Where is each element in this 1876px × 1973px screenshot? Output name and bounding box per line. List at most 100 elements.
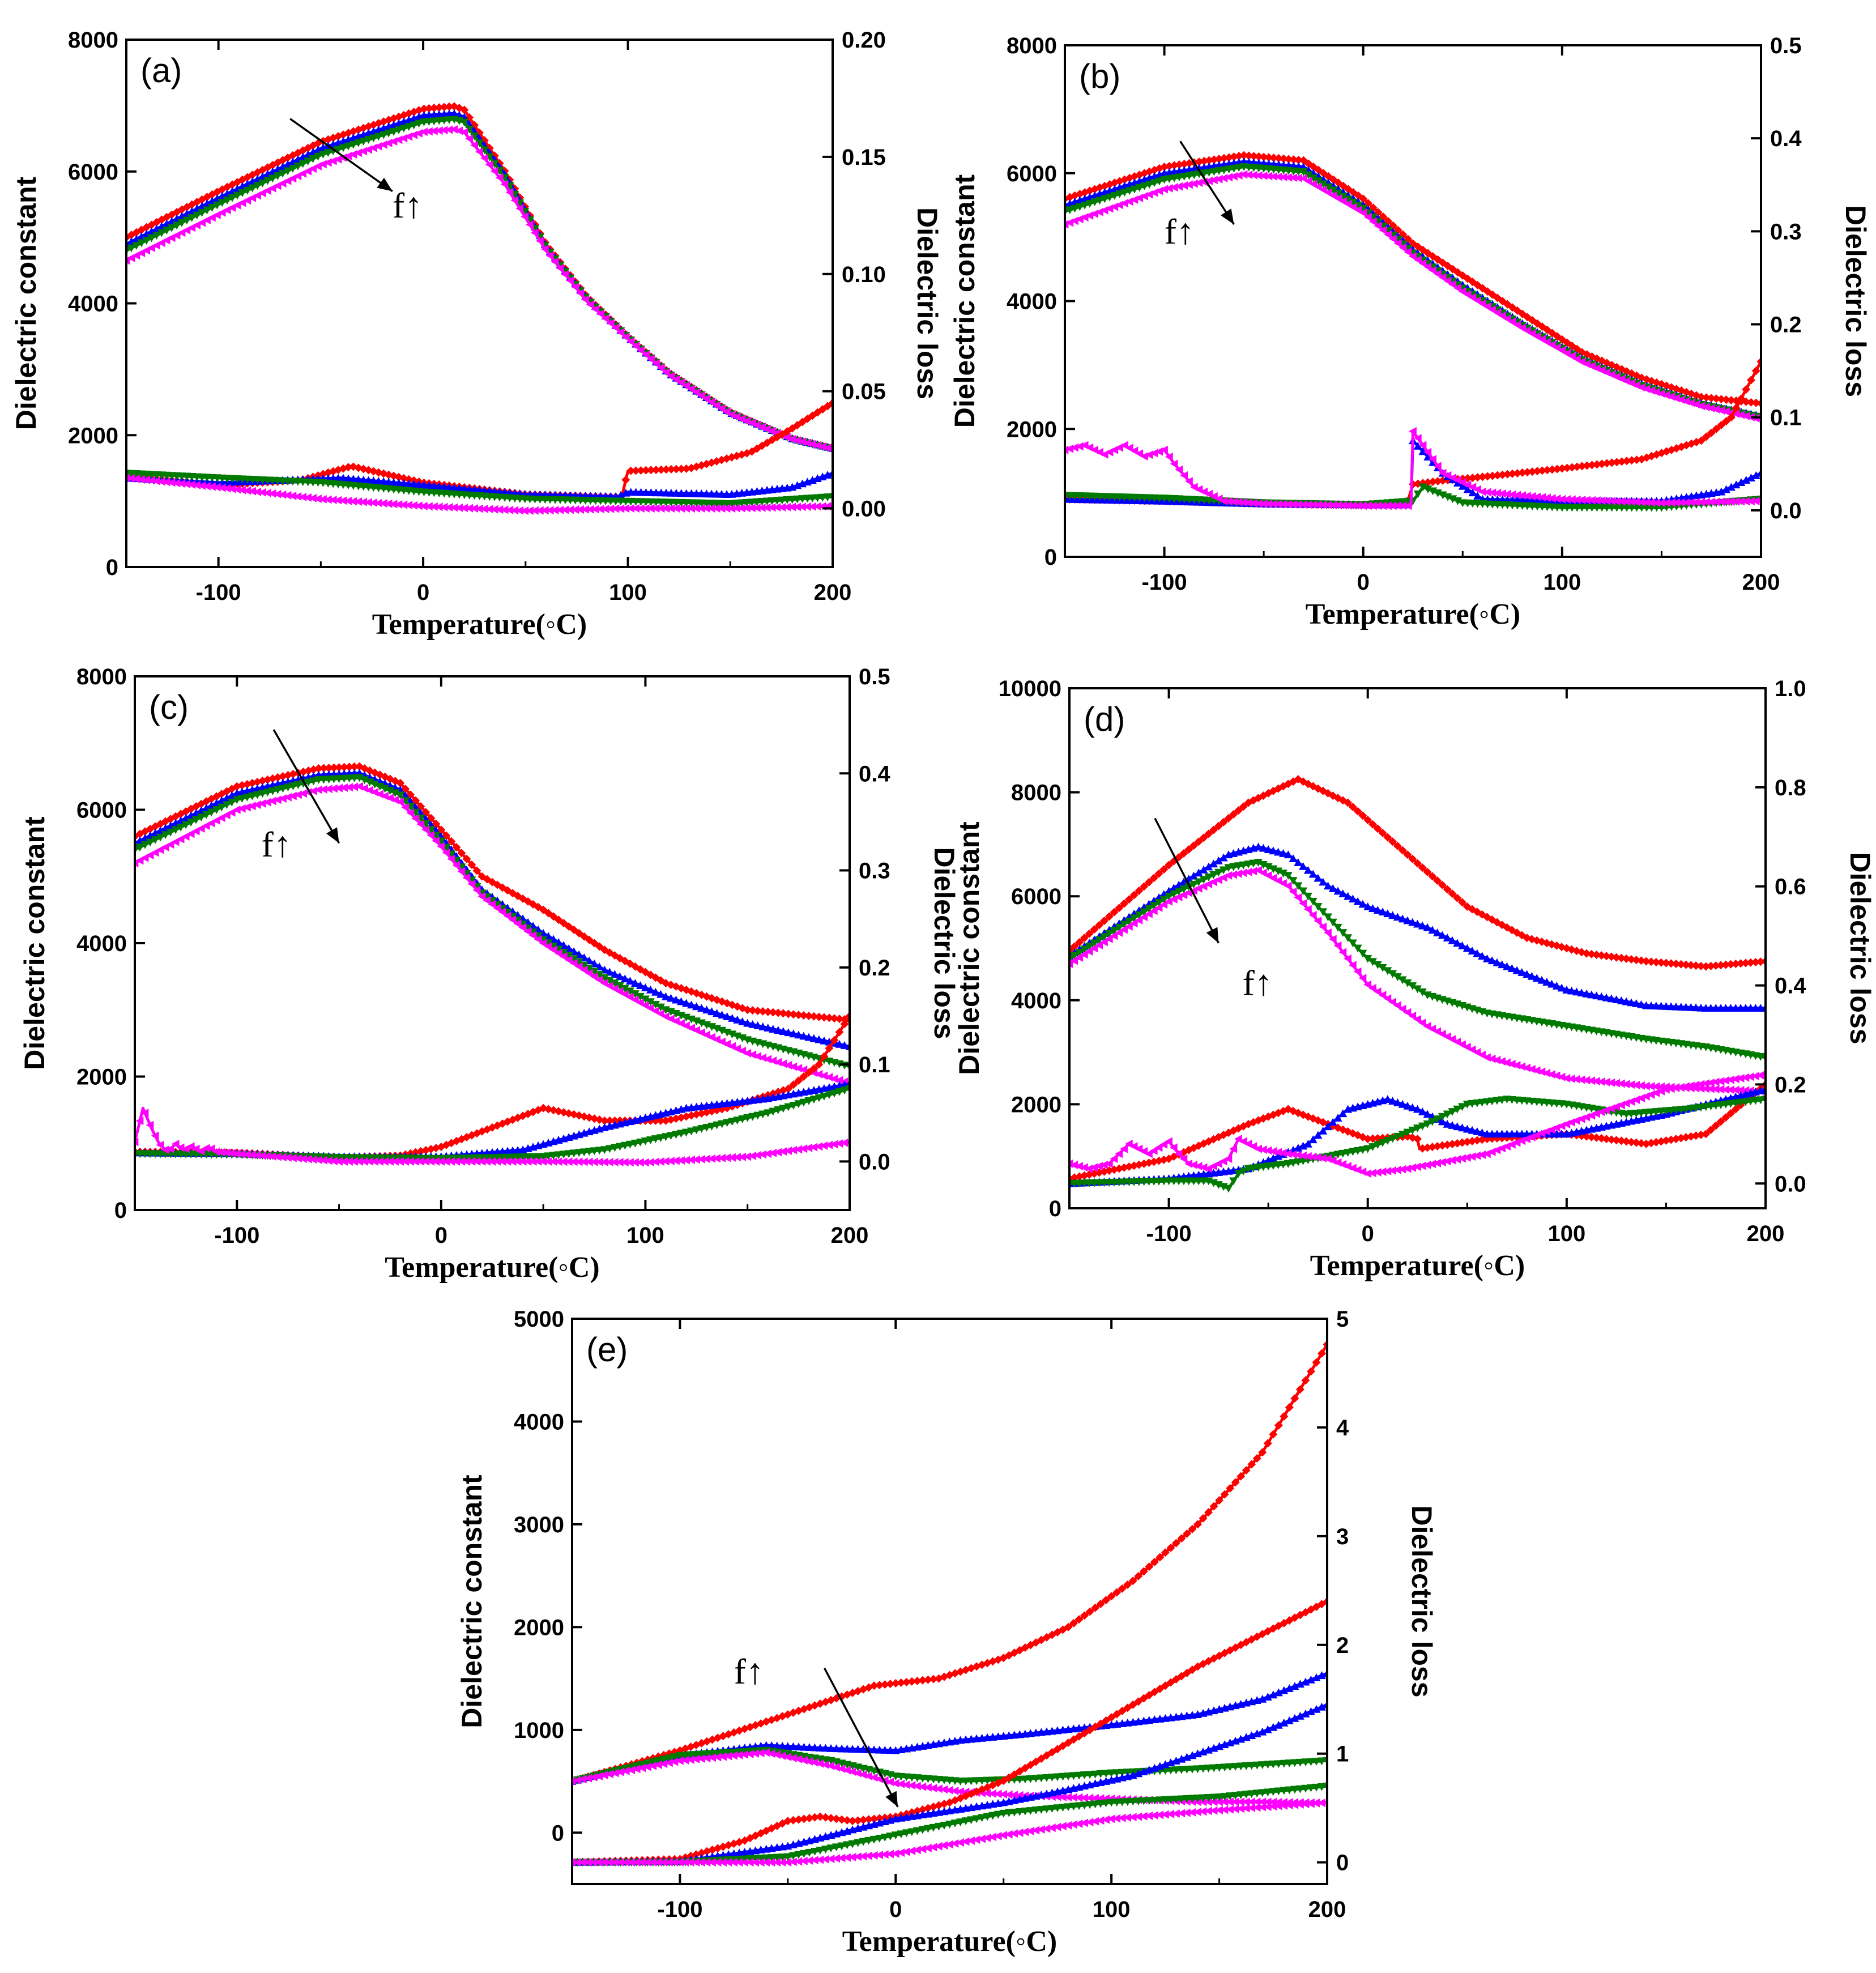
y2-tick-label-e-3: 3 [1336,1524,1349,1549]
y-tick-label-b-4: 8000 [1007,33,1057,58]
chart-panel-c: -100 0 100 200020004000600080000.00.10.20.3… [19,664,960,1284]
annotation-text-b: f↑ [1165,211,1195,252]
annotation-text-c: f↑ [262,824,292,864]
y2-tick-label-c-3: 0.3 [859,859,890,884]
y2-tick-label-c-5: 0.5 [859,664,890,689]
y-tick-label-b-2: 4000 [1007,289,1057,314]
x-tick-label-b-3: 200 [1742,570,1780,595]
series-markers-b-constant-1 [1065,151,1761,408]
x-tick-label-d-0: -100 [1146,1221,1192,1246]
y2-tick-label-d-3: 0.6 [1775,875,1806,900]
y-tick-label-c-1: 2000 [76,1065,127,1090]
series-markers-e-loss-4 [572,1799,1327,1867]
panel-label-c: (c) [149,688,189,726]
y-tick-label-a-4: 8000 [68,28,118,53]
y2-tick-label-e-2: 2 [1336,1633,1349,1658]
series-markers-a-loss-3 [126,470,833,508]
y2-tick-label-c-4: 0.4 [859,761,890,786]
y-tick-label-a-0: 0 [106,555,118,580]
y-axis-title-e: Dielectric constant [456,1475,488,1728]
y2-axis-title-c: Dielectric loss [928,847,960,1039]
y-tick-label-e-3: 3000 [514,1512,564,1537]
series-markers-a-loss-4 [126,474,833,515]
series-b-loss-4 [1065,427,1761,510]
y-tick-label-d-3: 6000 [1011,884,1061,909]
x-tick-label-d-3: 200 [1747,1221,1785,1246]
y2-tick-label-d-1: 0.2 [1775,1072,1806,1097]
y-tick-label-b-1: 2000 [1007,417,1057,442]
y-axis-title-a: Dielectric constant [10,176,42,430]
y2-tick-label-c-0: 0.0 [859,1149,890,1174]
x-tick-label-c-1: 0 [435,1223,447,1248]
series-e-loss-2 [572,1700,1327,1866]
figure-panels: -100 0 100 200020004000600080000.000.050.10… [10,28,1876,1958]
x-tick-label-a-2: 100 [609,580,647,605]
series-e-constant-4 [572,1748,1327,1807]
annotation-arrowhead-b [1221,208,1234,225]
y2-tick-label-c-1: 0.1 [859,1052,890,1077]
y2-axis-title-d: Dielectric loss [1844,852,1876,1044]
series-c-constant-2 [135,769,850,1050]
series-e-loss-1 [572,1597,1327,1867]
y2-tick-label-b-5: 0.5 [1770,33,1802,58]
annotation-text-d: f↑ [1242,963,1272,1003]
y-tick-label-e-0: 0 [552,1821,564,1846]
y-tick-label-a-1: 2000 [68,423,118,448]
x-tick-label-d-2: 100 [1547,1221,1585,1246]
series-e-constant-1 [572,1340,1327,1786]
panel-label-b: (b) [1079,57,1120,95]
y-tick-label-e-5: 5000 [514,1307,564,1332]
chart-panel-b: -100 0 100 200020004000600080000.00.10.20.3… [949,33,1871,630]
y-tick-label-c-4: 8000 [76,664,127,689]
y2-tick-label-c-2: 0.2 [859,956,890,981]
x-tick-label-c-3: 200 [831,1223,869,1248]
series-a-loss-3 [126,470,833,508]
y-tick-label-d-4: 8000 [1011,781,1061,806]
series-c-constant-4 [135,782,850,1086]
y2-tick-label-d-2: 0.4 [1775,974,1806,999]
x-axis-title-d: Temperature(◦C) [1310,1250,1525,1282]
series-markers-b-constant-3 [1065,163,1761,422]
annotation-arrowhead-c [326,827,339,843]
y-tick-label-d-5: 10000 [999,676,1061,701]
x-tick-label-e-1: 0 [889,1897,902,1922]
series-d-loss-4 [1069,1071,1766,1178]
series-e-loss-4 [572,1799,1327,1867]
series-c-constant-1 [135,762,850,1024]
y2-tick-label-b-3: 0.3 [1770,219,1802,244]
y-tick-label-e-4: 4000 [514,1409,564,1434]
series-group-e [572,1340,1327,1867]
annotation-text-a: f↑ [393,185,423,225]
annotation-arrowhead-d [1206,927,1219,943]
y2-tick-label-e-4: 4 [1336,1416,1349,1441]
panel-label-e: (e) [586,1331,628,1369]
y-tick-label-d-0: 0 [1049,1196,1061,1221]
series-d-constant-1 [1069,775,1766,971]
series-d-constant-3 [1069,859,1766,1062]
series-markers-d-constant-2 [1069,842,1766,1012]
x-tick-label-c-2: 100 [626,1223,664,1248]
x-tick-label-b-0: -100 [1142,570,1187,595]
annotation-arrow-a [289,118,393,193]
annotation-arrow-d [1154,817,1220,944]
y-axis-title-d: Dielectric constant [953,821,985,1075]
series-b-constant-1 [1065,151,1761,408]
x-tick-label-e-3: 200 [1308,1897,1346,1922]
series-a-constant-4 [126,125,833,453]
x-axis-title-b: Temperature(◦C) [1306,598,1520,630]
series-b-constant-4 [1065,170,1761,423]
x-tick-label-e-0: -100 [657,1897,702,1922]
series-c-loss-4 [135,1106,850,1167]
panel-label-d: (d) [1084,700,1125,738]
series-a-loss-4 [126,474,833,515]
x-tick-label-b-1: 0 [1357,570,1370,595]
y-axis-title-b: Dielectric constant [949,174,980,428]
series-d-loss-1 [1069,1080,1766,1183]
series-group-a [126,102,833,515]
annotation-arrowhead-e [885,1791,898,1807]
y2-tick-label-d-0: 0.0 [1775,1171,1806,1196]
x-tick-label-a-0: -100 [196,580,241,605]
y2-tick-label-a-1: 0.05 [842,380,886,404]
